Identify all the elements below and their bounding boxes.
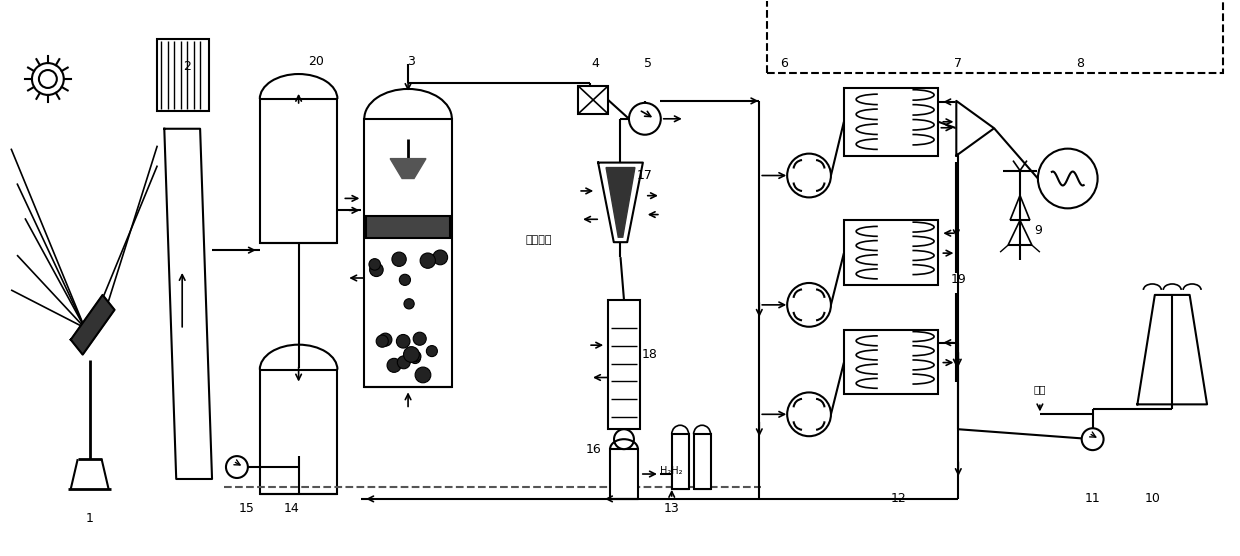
Circle shape xyxy=(397,356,410,369)
Text: 1: 1 xyxy=(86,512,93,525)
Text: H₂H₂: H₂H₂ xyxy=(661,466,683,476)
Text: 补水: 补水 xyxy=(1034,384,1047,394)
Circle shape xyxy=(1038,148,1097,208)
Polygon shape xyxy=(598,162,642,242)
Text: 15: 15 xyxy=(239,502,254,515)
Circle shape xyxy=(399,274,410,285)
Bar xyxy=(693,434,711,489)
Circle shape xyxy=(427,346,438,356)
Polygon shape xyxy=(391,158,427,178)
Bar xyxy=(844,330,939,394)
Circle shape xyxy=(370,259,381,270)
Circle shape xyxy=(387,358,401,373)
Polygon shape xyxy=(1137,295,1207,404)
Bar xyxy=(672,434,688,489)
Circle shape xyxy=(38,70,57,88)
Circle shape xyxy=(787,283,831,327)
Bar xyxy=(844,88,939,156)
Text: 补充甲烷: 补充甲烷 xyxy=(526,235,552,245)
Text: 20: 20 xyxy=(309,54,325,68)
Text: 17: 17 xyxy=(637,169,652,182)
Circle shape xyxy=(392,252,407,266)
Circle shape xyxy=(226,456,248,478)
Polygon shape xyxy=(606,167,635,237)
Circle shape xyxy=(787,153,831,197)
Text: 11: 11 xyxy=(1085,493,1101,505)
Circle shape xyxy=(433,250,448,265)
Text: 3: 3 xyxy=(407,54,415,68)
Text: 18: 18 xyxy=(642,348,657,361)
Bar xyxy=(157,39,210,111)
Text: 9: 9 xyxy=(1034,224,1042,237)
Circle shape xyxy=(403,346,419,363)
Text: 6: 6 xyxy=(780,57,789,70)
Bar xyxy=(260,370,337,494)
Polygon shape xyxy=(164,129,212,479)
Circle shape xyxy=(376,335,388,348)
Text: 4: 4 xyxy=(591,57,599,70)
Text: 16: 16 xyxy=(585,443,601,455)
Circle shape xyxy=(32,63,63,95)
Bar xyxy=(260,99,337,243)
Bar xyxy=(844,220,939,285)
Text: 7: 7 xyxy=(955,57,962,70)
Text: 10: 10 xyxy=(1145,493,1161,505)
Circle shape xyxy=(397,335,410,348)
Circle shape xyxy=(379,333,392,346)
Text: 14: 14 xyxy=(284,502,300,515)
Circle shape xyxy=(409,353,420,364)
Bar xyxy=(610,449,637,499)
Circle shape xyxy=(415,367,430,383)
Circle shape xyxy=(614,429,634,449)
Text: 19: 19 xyxy=(950,274,966,286)
Text: 13: 13 xyxy=(663,502,680,515)
Circle shape xyxy=(370,263,383,276)
Circle shape xyxy=(404,299,414,309)
Bar xyxy=(366,216,450,238)
Text: 2: 2 xyxy=(184,59,191,73)
Text: 12: 12 xyxy=(890,493,906,505)
Circle shape xyxy=(1081,428,1104,450)
Bar xyxy=(365,119,451,388)
Bar xyxy=(578,86,608,114)
Circle shape xyxy=(787,393,831,436)
Circle shape xyxy=(413,332,427,345)
Text: 5: 5 xyxy=(644,57,652,70)
Circle shape xyxy=(410,351,420,361)
Circle shape xyxy=(629,103,661,135)
Polygon shape xyxy=(956,101,994,156)
Bar xyxy=(768,0,1223,73)
Text: 8: 8 xyxy=(1075,57,1084,70)
Circle shape xyxy=(420,253,435,269)
Bar xyxy=(608,300,640,429)
Polygon shape xyxy=(71,295,114,355)
